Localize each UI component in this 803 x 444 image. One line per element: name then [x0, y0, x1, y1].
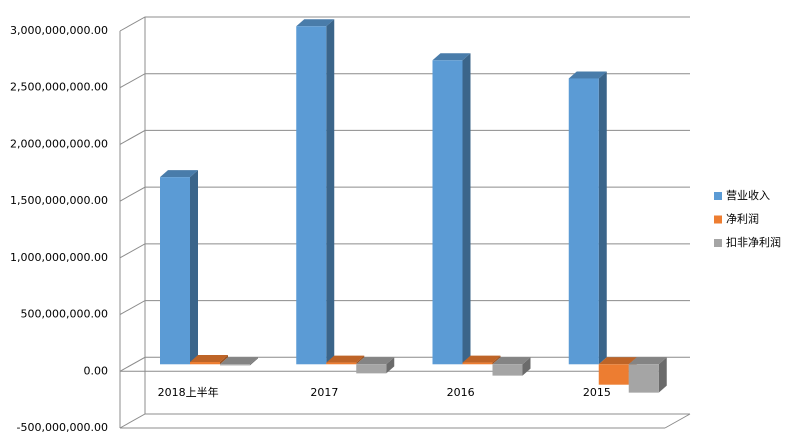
bar-top [432, 53, 471, 61]
bar-top [492, 357, 531, 365]
legend-swatch [714, 192, 722, 200]
grid-line [119, 300, 690, 316]
bar [432, 53, 471, 365]
bar-side [220, 355, 228, 365]
legend-label: 营业收入 [726, 188, 770, 202]
bar-front [628, 364, 659, 393]
bar-side [492, 355, 501, 365]
bar-side [658, 357, 667, 393]
bar-side [356, 355, 365, 365]
bar-front [568, 78, 599, 365]
legend-label: 净利润 [726, 212, 759, 226]
bar-side [522, 357, 531, 376]
bar-top [220, 357, 258, 365]
legend-swatch [714, 239, 722, 247]
bar [462, 355, 501, 365]
bar [568, 71, 607, 365]
bar-front [462, 362, 493, 365]
bar [628, 357, 667, 393]
grid-line [119, 16, 690, 32]
bar [492, 357, 531, 376]
y-tick-label: 1,500,000,000.00 [10, 194, 108, 207]
y-tick-label: 2,000,000,000.00 [10, 137, 108, 150]
grid-line [119, 186, 690, 202]
bar [356, 357, 395, 374]
x-tick-label: 2016 [447, 386, 475, 399]
bar [190, 355, 228, 365]
x-tick-label: 2018上半年 [158, 385, 219, 399]
bar-side [462, 53, 471, 365]
y-tick-label: -500,000,000.00 [17, 421, 108, 434]
bar [220, 357, 258, 366]
bar [160, 170, 198, 365]
bar-top [462, 355, 501, 363]
y-tick-label: 1,000,000,000.00 [10, 251, 108, 264]
bar-side [386, 357, 395, 374]
y-tick-label: 2,500,000,000.00 [10, 81, 108, 94]
bar-front [356, 364, 387, 374]
wall-edge [664, 413, 691, 429]
bar-front [160, 177, 190, 365]
bar-top [628, 357, 667, 365]
bar-top [568, 71, 607, 79]
bar [326, 355, 365, 365]
bar-front [326, 362, 357, 365]
bar-front [492, 364, 523, 376]
bar-side [326, 19, 335, 365]
bar-top [190, 355, 228, 363]
grid-line [119, 413, 690, 429]
bar-front [220, 364, 250, 366]
bar-side [190, 170, 198, 365]
y-tick-label: 0.00 [84, 364, 109, 377]
bar-side [250, 357, 258, 366]
bar-top [598, 357, 637, 365]
bar [296, 19, 335, 365]
bar-top [160, 170, 198, 178]
y-tick-label: 500,000,000.00 [21, 308, 108, 321]
y-tick-label: 3,000,000,000.00 [10, 24, 108, 37]
x-tick-label: 2017 [310, 386, 338, 399]
legend-swatch [714, 215, 722, 224]
bar-front [432, 60, 463, 365]
grid-line [119, 129, 690, 145]
bar-front [296, 26, 327, 365]
legend-label: 扣非净利润 [726, 235, 781, 249]
bar-side [598, 71, 607, 365]
bar-front [598, 364, 629, 385]
grid-line [119, 73, 690, 89]
bar-top [296, 19, 335, 27]
x-tick-label: 2015 [583, 386, 611, 399]
grid-line [119, 243, 690, 259]
bar-top [356, 357, 395, 365]
bar-top [326, 355, 365, 363]
bar-front [190, 362, 220, 365]
